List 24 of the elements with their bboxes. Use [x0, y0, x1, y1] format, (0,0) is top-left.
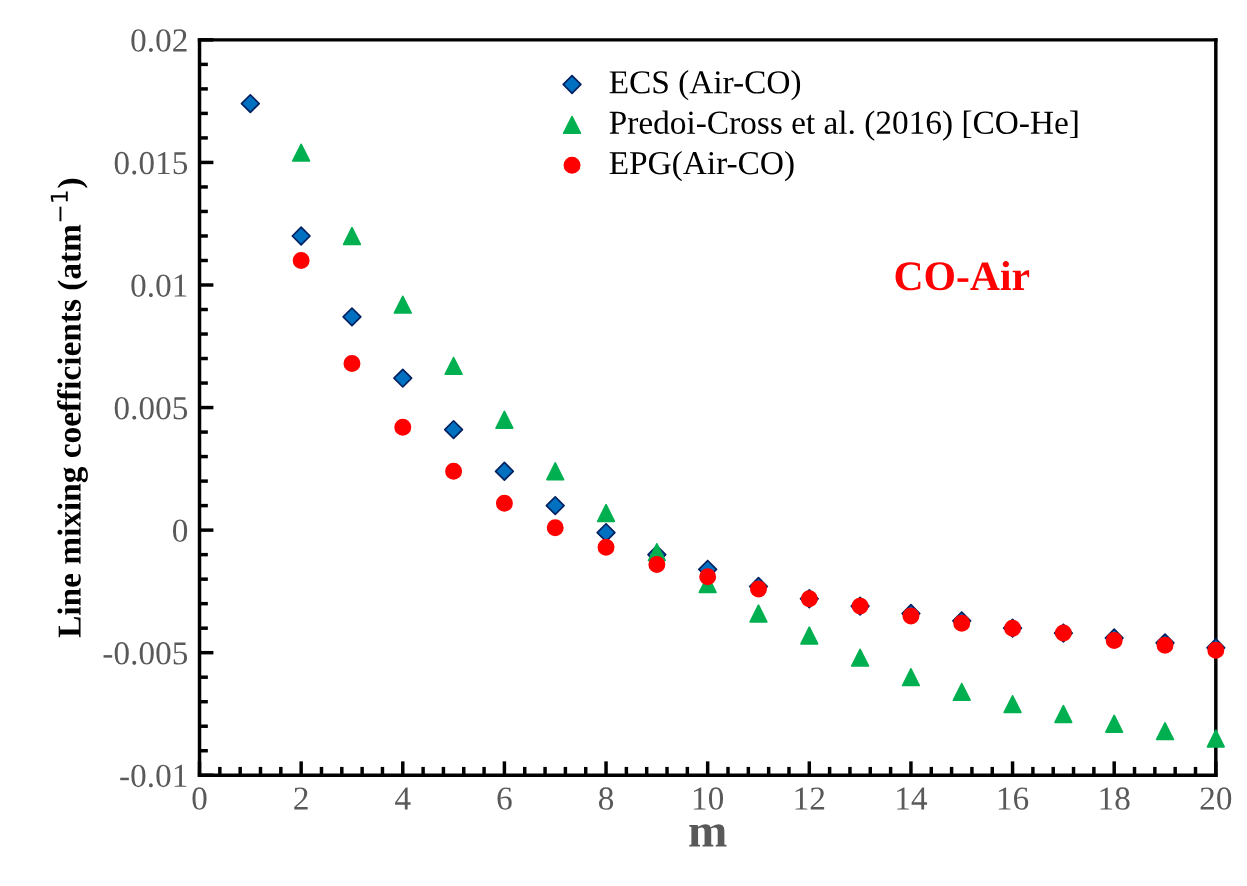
y-tick-label: 0 — [173, 519, 188, 543]
x-tick-label: 0 — [192, 787, 207, 810]
x-tick-label: 10 — [693, 787, 724, 810]
y-tick-label: -0.005 — [103, 642, 188, 665]
legend-label: ECS (Air-CO) — [609, 70, 801, 101]
x-tick-label: 4 — [395, 787, 411, 810]
y-tick-label: -0.01 — [120, 764, 187, 788]
y-axis-title: Line mixing coefficients (atm$^{−1}$) — [50, 178, 88, 638]
y-tick-label: 0.015 — [114, 151, 188, 175]
y-tick-label: 0.02 — [131, 29, 187, 52]
x-tick-label: 14 — [897, 787, 928, 810]
x-tick-label: 6 — [497, 787, 512, 810]
x-tick-label: 2 — [294, 787, 308, 810]
x-axis-title: m — [689, 824, 727, 847]
x-tick-label: 20 — [1200, 787, 1232, 810]
x-tick-label: 18 — [1100, 787, 1130, 810]
legend-label: EPG(Air-CO) — [609, 150, 794, 182]
y-tick-label: 0.01 — [131, 274, 187, 298]
x-tick-label: 8 — [598, 787, 614, 810]
annotation: CO-Air — [895, 260, 1030, 291]
x-tick-label: 12 — [795, 787, 825, 810]
legend-label: Predoi-Cross et al. (2016) [CO-He] — [609, 110, 1078, 141]
x-tick-label: 16 — [998, 787, 1029, 810]
y-tick-label: 0.005 — [114, 396, 188, 420]
